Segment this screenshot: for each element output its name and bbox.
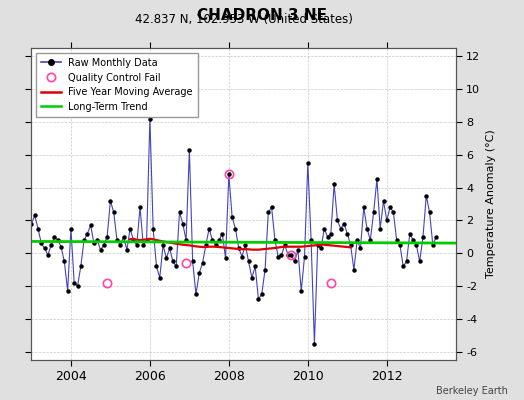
Title: 42.837 N, 102.953 W (United States): 42.837 N, 102.953 W (United States) xyxy=(135,13,353,26)
Legend: Raw Monthly Data, Quality Control Fail, Five Year Moving Average, Long-Term Tren: Raw Monthly Data, Quality Control Fail, … xyxy=(36,53,198,117)
Text: Berkeley Earth: Berkeley Earth xyxy=(436,386,508,396)
Y-axis label: Temperature Anomaly (°C): Temperature Anomaly (°C) xyxy=(486,130,496,278)
Text: CHADRON 3 NE: CHADRON 3 NE xyxy=(197,8,327,23)
